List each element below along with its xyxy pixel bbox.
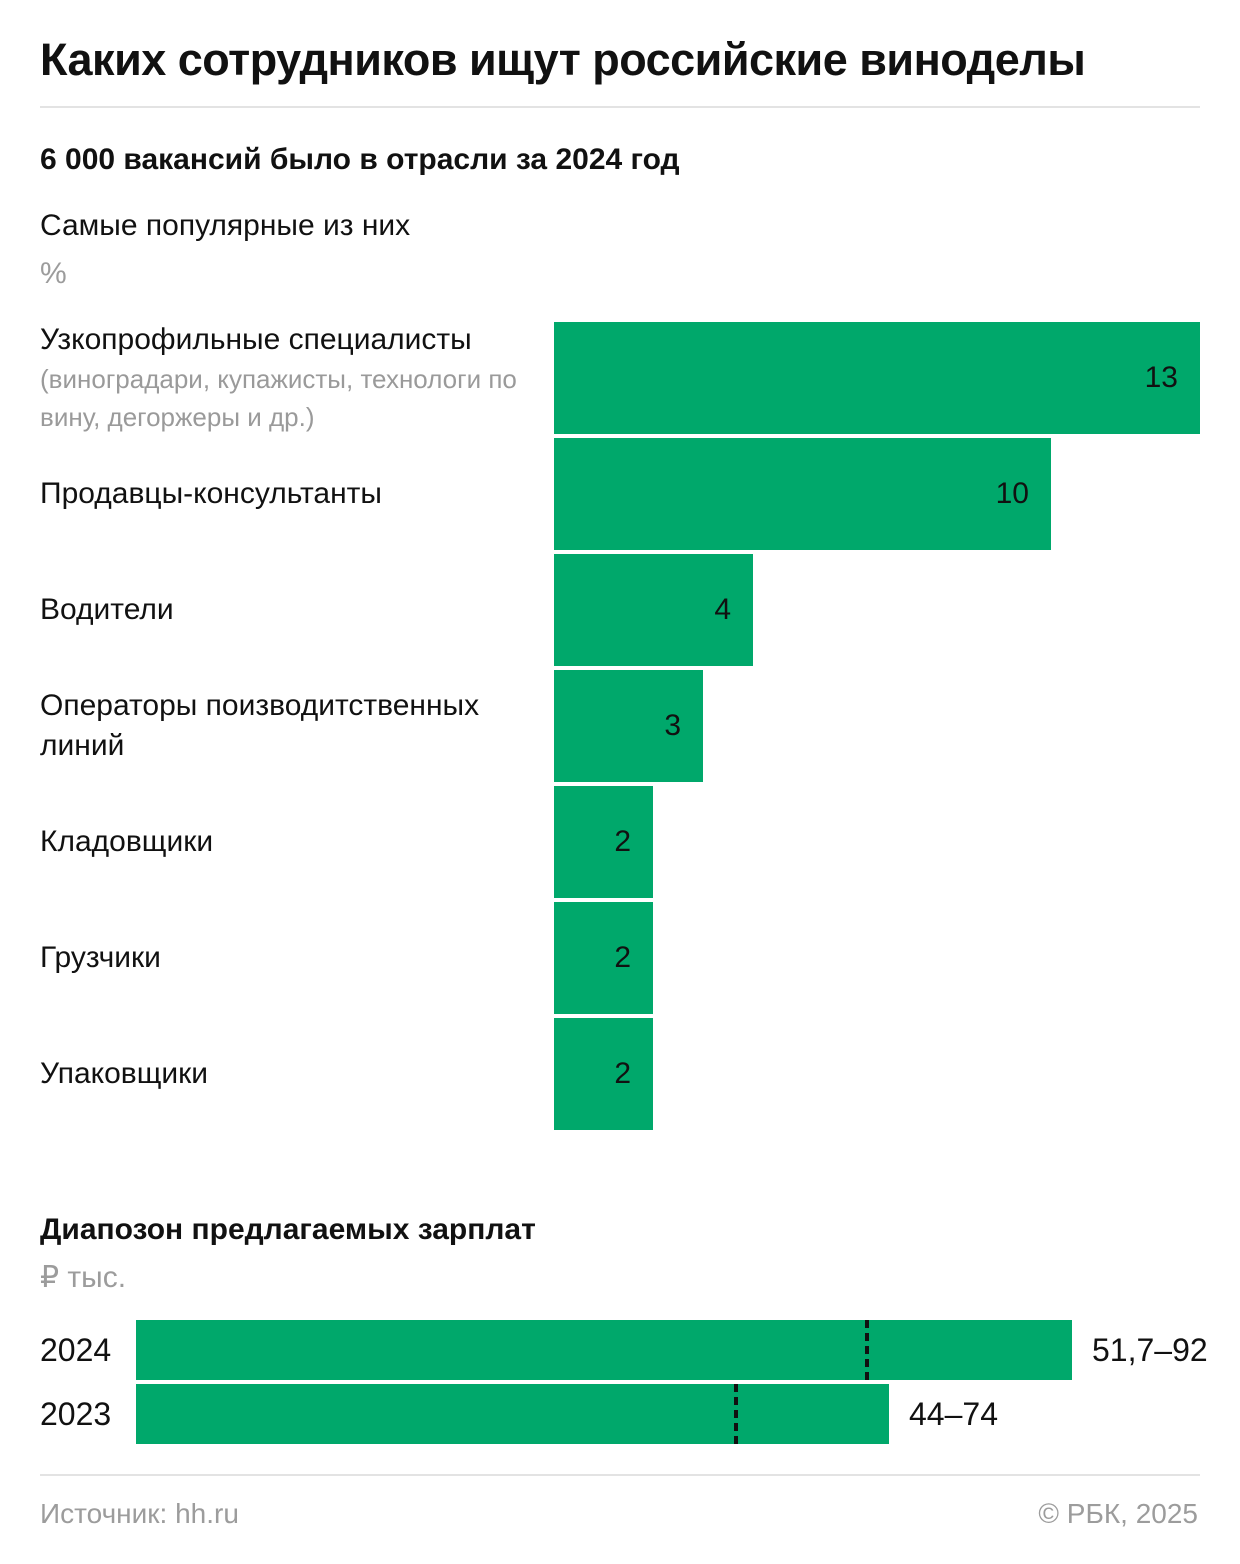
category-name: Кладовщики <box>40 825 214 858</box>
bar <box>554 438 1051 550</box>
category-name: Узкопрофильные специалисты <box>40 323 472 356</box>
category-label: Грузчики <box>40 938 540 978</box>
category-label: Водители <box>40 590 540 630</box>
category-label: Продавцы-консультанты <box>40 474 540 514</box>
category-label: Операторы поизводитственных линий <box>40 686 540 766</box>
salary-range-label: 44–74 <box>909 1396 998 1432</box>
bar <box>554 322 1200 434</box>
vacancies-chart-title: Самые популярные из них <box>40 209 411 242</box>
category-label: Узкопрофильные специалисты (виноградари, … <box>40 320 540 436</box>
page-title: Каких сотрудников ищут российские виноде… <box>40 34 1086 85</box>
year-label: 2023 <box>40 1396 112 1432</box>
bar-value-label: 2 <box>614 941 631 974</box>
bar <box>554 786 653 898</box>
salary-chart-title: Диапозон предлагаемых зарплат <box>40 1213 536 1246</box>
copyright-text: © РБК, 2025 <box>1038 1498 1198 1529</box>
bar <box>554 1018 653 1130</box>
year-label: 2024 <box>40 1332 112 1368</box>
salary-bar <box>136 1384 889 1444</box>
bar-value-label: 3 <box>664 709 681 742</box>
category-label: Кладовщики <box>40 822 540 862</box>
divider-top <box>40 106 1200 108</box>
bar <box>554 554 753 666</box>
category-name: Продавцы-консультанты <box>40 477 382 510</box>
category-note: (виноградари, купажисты, технологи по ви… <box>40 364 517 432</box>
divider-bottom <box>40 1474 1200 1476</box>
bar-value-label: 10 <box>995 477 1029 510</box>
category-name: Операторы поизводитственных линий <box>40 689 480 762</box>
bar <box>554 902 653 1014</box>
bar <box>554 670 703 782</box>
category-label: Упаковщики <box>40 1054 540 1094</box>
salary-range-label: 51,7–92 <box>1092 1332 1208 1368</box>
bar-value-label: 2 <box>614 1057 631 1090</box>
salary-unit-label: ₽ тыс. <box>40 1261 127 1294</box>
category-name: Водители <box>40 593 174 626</box>
bar-value-label: 13 <box>1144 361 1178 394</box>
category-name: Упаковщики <box>40 1057 209 1090</box>
chart-subtitle: 6 000 вакансий было в отрасли за 2024 го… <box>40 143 680 176</box>
source-text: Источник: hh.ru <box>40 1498 239 1529</box>
median-marker <box>865 1320 869 1380</box>
bar-value-label: 4 <box>714 593 731 626</box>
salary-bar <box>136 1320 1072 1380</box>
median-marker <box>734 1384 738 1444</box>
vacancies-unit-label: % <box>40 257 67 290</box>
category-name: Грузчики <box>40 941 161 974</box>
bar-value-label: 2 <box>614 825 631 858</box>
